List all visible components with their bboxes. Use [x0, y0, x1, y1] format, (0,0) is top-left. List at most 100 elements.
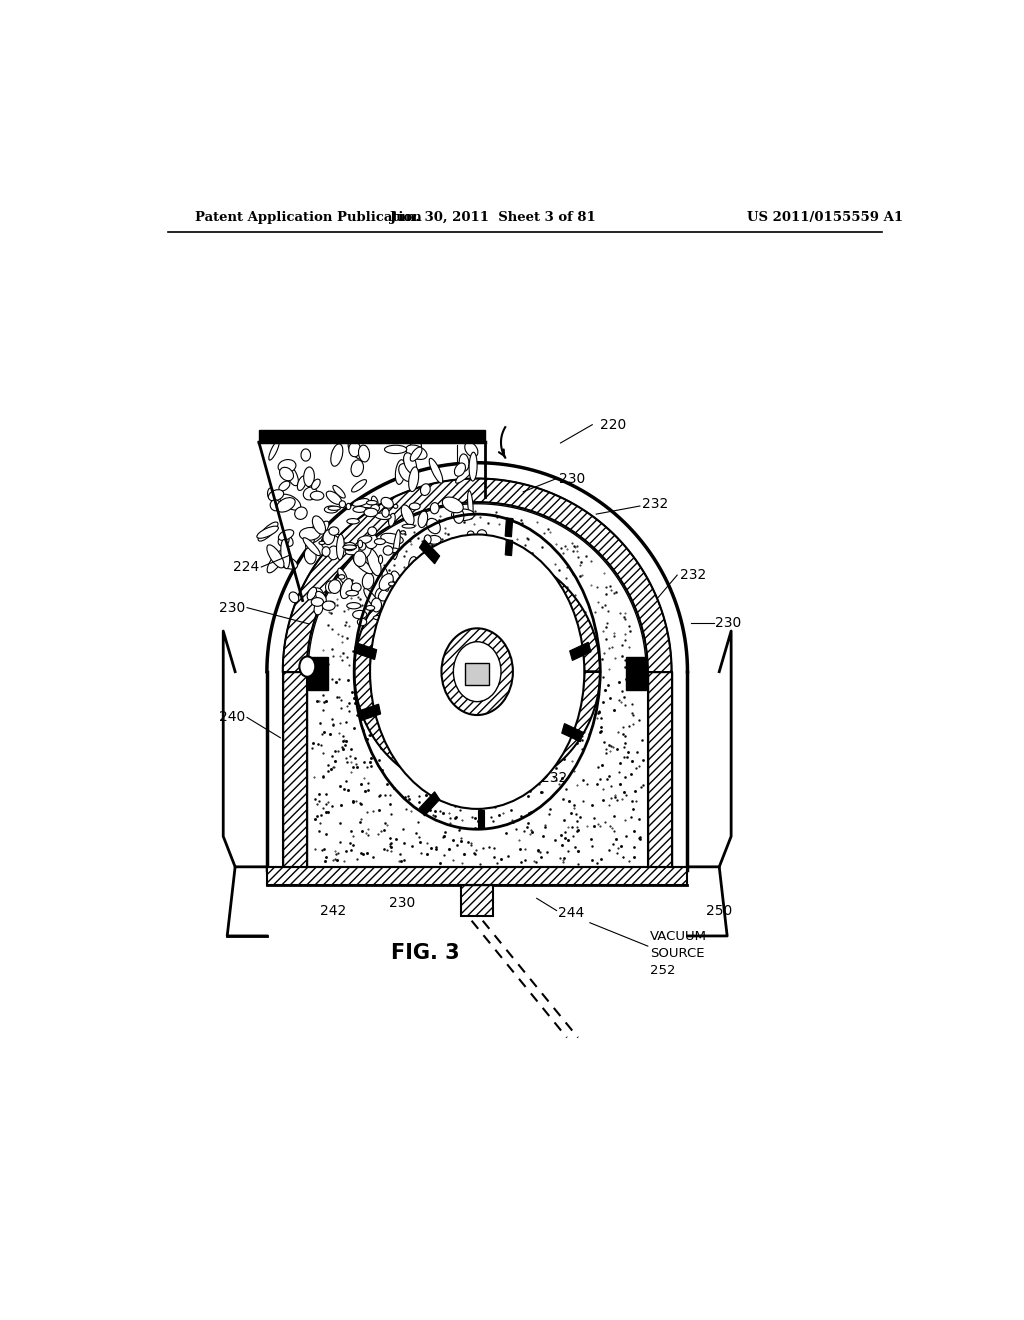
Ellipse shape [467, 531, 474, 537]
Ellipse shape [286, 466, 298, 486]
Ellipse shape [322, 546, 330, 557]
Ellipse shape [267, 488, 273, 498]
Bar [359, 704, 381, 721]
Ellipse shape [351, 583, 361, 591]
Text: 220: 220 [600, 417, 627, 432]
Ellipse shape [372, 496, 378, 508]
Bar [267, 867, 687, 886]
Ellipse shape [441, 548, 451, 554]
Ellipse shape [366, 606, 375, 610]
Ellipse shape [469, 453, 477, 480]
Ellipse shape [295, 507, 307, 519]
Ellipse shape [257, 527, 279, 539]
Ellipse shape [347, 603, 360, 609]
Ellipse shape [452, 510, 474, 520]
Bar [465, 663, 489, 685]
Ellipse shape [328, 546, 339, 560]
Ellipse shape [456, 466, 473, 483]
Ellipse shape [428, 566, 435, 570]
Ellipse shape [375, 513, 391, 520]
Ellipse shape [421, 483, 430, 495]
Ellipse shape [409, 557, 418, 572]
Ellipse shape [312, 587, 324, 602]
Ellipse shape [338, 568, 347, 585]
Ellipse shape [428, 546, 449, 565]
Ellipse shape [384, 445, 407, 454]
Ellipse shape [267, 545, 284, 568]
Ellipse shape [303, 487, 317, 500]
Bar [569, 643, 591, 660]
Ellipse shape [454, 642, 501, 702]
Ellipse shape [322, 533, 344, 549]
Text: VACUUM
SOURCE
252: VACUUM SOURCE 252 [650, 929, 708, 977]
Ellipse shape [435, 573, 442, 594]
Ellipse shape [427, 519, 440, 533]
Ellipse shape [400, 531, 406, 535]
Ellipse shape [468, 491, 473, 519]
Ellipse shape [348, 442, 364, 459]
Text: 230: 230 [389, 896, 415, 911]
Ellipse shape [279, 459, 296, 473]
Ellipse shape [323, 529, 335, 545]
Ellipse shape [301, 449, 310, 461]
Ellipse shape [460, 577, 470, 585]
Ellipse shape [412, 577, 429, 591]
Ellipse shape [351, 459, 364, 477]
Ellipse shape [333, 486, 345, 498]
Ellipse shape [378, 587, 396, 601]
Ellipse shape [429, 601, 444, 618]
Ellipse shape [371, 504, 380, 512]
Ellipse shape [449, 602, 459, 615]
Text: 222: 222 [444, 432, 470, 445]
Ellipse shape [459, 454, 469, 471]
Bar [627, 657, 646, 690]
Ellipse shape [465, 564, 470, 566]
Ellipse shape [368, 527, 377, 536]
Ellipse shape [281, 540, 290, 569]
Ellipse shape [442, 498, 463, 512]
Text: 230: 230 [219, 601, 246, 615]
Text: 232: 232 [680, 568, 706, 582]
Ellipse shape [393, 585, 403, 599]
Ellipse shape [381, 533, 403, 544]
Circle shape [299, 656, 315, 677]
Ellipse shape [289, 591, 299, 603]
Ellipse shape [446, 541, 456, 562]
Ellipse shape [343, 543, 361, 557]
Ellipse shape [276, 498, 295, 512]
Text: 232: 232 [541, 771, 567, 785]
Ellipse shape [440, 548, 447, 557]
Ellipse shape [395, 601, 406, 607]
Ellipse shape [388, 582, 395, 586]
Text: 230: 230 [715, 616, 741, 630]
Circle shape [370, 535, 585, 809]
Polygon shape [283, 479, 672, 672]
Ellipse shape [279, 529, 294, 540]
Ellipse shape [381, 498, 393, 508]
Ellipse shape [329, 527, 339, 536]
Ellipse shape [331, 444, 343, 466]
Text: 244: 244 [558, 906, 585, 920]
Ellipse shape [357, 540, 362, 548]
Ellipse shape [338, 574, 345, 579]
Ellipse shape [304, 467, 314, 487]
Ellipse shape [353, 507, 367, 512]
Text: 230: 230 [559, 471, 585, 486]
Ellipse shape [379, 556, 383, 564]
Ellipse shape [353, 550, 366, 566]
Ellipse shape [418, 511, 428, 528]
Ellipse shape [269, 441, 280, 461]
Bar [355, 643, 377, 660]
Bar [420, 540, 439, 564]
Ellipse shape [364, 508, 378, 516]
Ellipse shape [326, 581, 335, 593]
Ellipse shape [390, 548, 398, 553]
Ellipse shape [388, 513, 395, 527]
Ellipse shape [311, 479, 321, 490]
Ellipse shape [297, 477, 306, 491]
Ellipse shape [357, 618, 367, 626]
Ellipse shape [367, 500, 377, 504]
Bar [308, 657, 328, 690]
Ellipse shape [352, 499, 369, 507]
Ellipse shape [398, 463, 414, 482]
